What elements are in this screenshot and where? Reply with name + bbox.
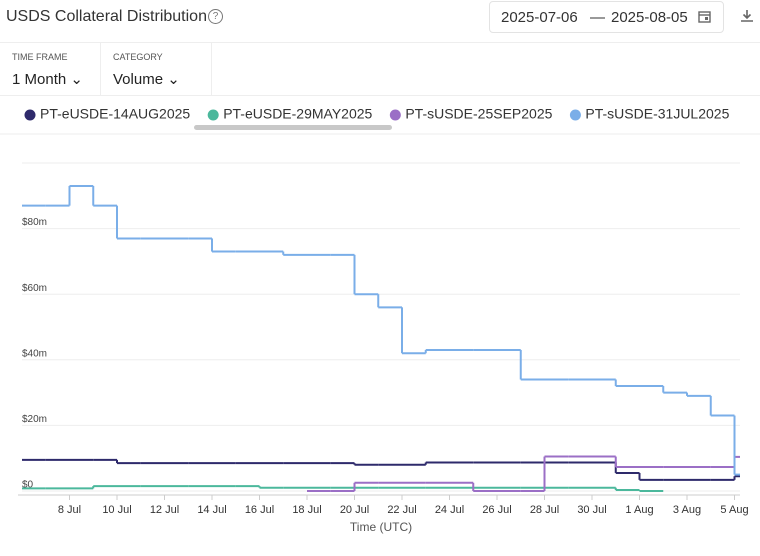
category-control[interactable]: CATEGORY Volume ⌄ bbox=[100, 43, 212, 95]
x-axis-title: Time (UTC) bbox=[350, 520, 412, 534]
x-tick-label: 1 Aug bbox=[625, 504, 653, 516]
legend-scrollbar[interactable] bbox=[194, 125, 392, 130]
y-tick-label: $60m bbox=[22, 283, 47, 294]
legend-marker bbox=[569, 109, 581, 121]
date-separator: — bbox=[590, 9, 605, 26]
legend-label: PT-eUSDE-14AUG2025 bbox=[40, 106, 190, 122]
date-to: 2025-08-05 bbox=[611, 9, 688, 26]
date-range[interactable]: 2025-07-06 — 2025-08-05 bbox=[489, 1, 724, 33]
help-icon[interactable]: ? bbox=[208, 9, 223, 24]
x-tick-label: 22 Jul bbox=[387, 504, 416, 516]
x-tick-label: 8 Jul bbox=[58, 504, 81, 516]
legend-marker bbox=[24, 109, 36, 121]
x-tick-label: 5 Aug bbox=[720, 504, 748, 516]
x-tick-label: 18 Jul bbox=[292, 504, 321, 516]
x-tick-label: 30 Jul bbox=[577, 504, 606, 516]
control-label: CATEGORY bbox=[113, 52, 163, 62]
x-tick-label: 10 Jul bbox=[102, 504, 131, 516]
y-tick-label: $20m bbox=[22, 414, 47, 425]
x-tick-label: 28 Jul bbox=[530, 504, 559, 516]
control-label: TIME FRAME bbox=[12, 52, 68, 62]
series bbox=[307, 455, 740, 492]
x-tick-label: 12 Jul bbox=[150, 504, 179, 516]
series bbox=[22, 485, 664, 492]
y-tick-label: $40m bbox=[22, 348, 47, 359]
series bbox=[22, 458, 740, 481]
x-tick-label: 26 Jul bbox=[482, 504, 511, 516]
y-tick-label: $0 bbox=[22, 480, 34, 491]
x-tick-label: 3 Aug bbox=[673, 504, 701, 516]
x-tick-label: 14 Jul bbox=[197, 504, 226, 516]
legend-marker bbox=[207, 109, 219, 121]
legend-marker bbox=[389, 109, 401, 121]
timeframe-control[interactable]: TIME FRAME 1 Month ⌄ bbox=[0, 43, 101, 95]
x-tick-label: 16 Jul bbox=[245, 504, 274, 516]
y-tick-label: $80m bbox=[22, 217, 47, 228]
control-value: Volume ⌄ bbox=[113, 71, 180, 88]
legend-label: PT-eUSDE-29MAY2025 bbox=[223, 106, 372, 122]
x-tick-label: 24 Jul bbox=[435, 504, 464, 516]
series bbox=[22, 184, 740, 476]
control-value-text: 1 Month bbox=[12, 71, 67, 88]
x-tick-label: 20 Jul bbox=[340, 504, 369, 516]
legend-label: PT-sUSDE-25SEP2025 bbox=[405, 106, 552, 122]
calendar-icon bbox=[698, 11, 711, 23]
download-icon[interactable] bbox=[740, 9, 754, 23]
chart: $0 $20m $40m $60m $80m 8 Jul 10 Jul 12 Jul 14 Ju… bbox=[0, 106, 760, 534]
legend-label: PT-sUSDE-31JUL2025 bbox=[585, 106, 729, 122]
divider bbox=[0, 95, 760, 96]
control-value-text: Volume bbox=[113, 71, 164, 88]
date-from: 2025-07-06 bbox=[501, 9, 578, 26]
control-value: 1 Month ⌄ bbox=[12, 71, 83, 88]
title: USDS Collateral Distribution bbox=[6, 8, 207, 25]
header: USDS Collateral Distribution ? 2025-07-0… bbox=[0, 0, 760, 43]
